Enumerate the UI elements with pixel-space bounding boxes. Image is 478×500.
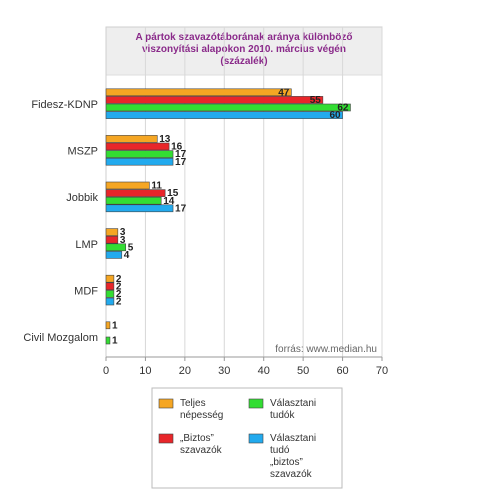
bar bbox=[105, 290, 115, 298]
chart-title-line: (százalék) bbox=[220, 56, 267, 67]
legend-label: tudó bbox=[270, 445, 290, 456]
x-tick-label: 20 bbox=[179, 365, 191, 377]
data-label: 2 bbox=[116, 274, 122, 285]
legend-label: „Biztos” bbox=[180, 433, 214, 444]
bar bbox=[105, 157, 174, 166]
category-label: MDF bbox=[74, 285, 98, 297]
bar bbox=[105, 96, 324, 104]
data-label: 55 bbox=[310, 95, 322, 106]
bar bbox=[105, 142, 170, 151]
data-label: 17 bbox=[175, 157, 187, 168]
bar bbox=[105, 181, 150, 190]
legend-label: Választani bbox=[270, 398, 316, 409]
legend-label: Választani bbox=[270, 433, 316, 444]
x-tick-label: 0 bbox=[103, 365, 109, 377]
category-label: MSZP bbox=[67, 146, 98, 158]
data-label: 17 bbox=[175, 149, 187, 160]
bar bbox=[105, 336, 111, 345]
data-label: 2 bbox=[116, 289, 122, 300]
bar bbox=[105, 235, 119, 244]
data-label: 13 bbox=[159, 134, 171, 145]
x-tick-label: 50 bbox=[297, 365, 309, 377]
data-label: 14 bbox=[163, 196, 175, 207]
x-tick-label: 60 bbox=[336, 365, 348, 377]
category-label: LMP bbox=[75, 239, 98, 251]
bar bbox=[105, 321, 111, 330]
x-tick-label: 10 bbox=[139, 365, 151, 377]
bar bbox=[105, 204, 174, 213]
data-label: 1 bbox=[112, 320, 118, 331]
bar bbox=[105, 274, 115, 283]
x-tick-label: 40 bbox=[258, 365, 270, 377]
legend-label: Teljes bbox=[180, 398, 206, 409]
data-label: 47 bbox=[278, 87, 290, 98]
x-tick-label: 70 bbox=[376, 365, 388, 377]
legend-swatch bbox=[158, 433, 174, 444]
legend-swatch bbox=[248, 398, 264, 409]
source-note: forrás: www.median.hu bbox=[275, 344, 377, 355]
bar bbox=[105, 135, 158, 143]
category-label: Fidesz-KDNP bbox=[31, 99, 98, 111]
legend-box bbox=[151, 387, 343, 489]
chart-title-line: A pártok szavazótáborának aránya különbö… bbox=[136, 32, 353, 43]
category-label: Civil Mozgalom bbox=[23, 332, 98, 344]
legend-label: szavazók bbox=[180, 445, 223, 456]
bar bbox=[105, 150, 174, 158]
data-label: 2 bbox=[116, 281, 122, 292]
legend-label: népesség bbox=[180, 410, 223, 421]
bar bbox=[105, 88, 292, 97]
bar bbox=[105, 282, 115, 291]
category-label: Jobbik bbox=[66, 192, 98, 204]
bar bbox=[105, 228, 119, 236]
data-label: 3 bbox=[120, 235, 126, 246]
legend-label: „biztos” bbox=[270, 457, 303, 468]
bar bbox=[105, 103, 351, 112]
bar bbox=[105, 297, 115, 306]
data-label: 62 bbox=[337, 103, 349, 114]
data-label: 11 bbox=[151, 181, 162, 192]
legend-swatch bbox=[248, 433, 264, 444]
x-tick-label: 30 bbox=[218, 365, 230, 377]
data-label: 5 bbox=[128, 242, 134, 253]
data-label: 1 bbox=[112, 336, 118, 347]
chart-title-line: viszonyítási alapokon 2010. március végé… bbox=[142, 44, 346, 55]
bar bbox=[105, 243, 127, 252]
legend-label: szavazók bbox=[270, 469, 313, 480]
legend-swatch bbox=[158, 398, 174, 409]
legend-label: tudók bbox=[270, 410, 295, 421]
bar bbox=[105, 251, 123, 259]
data-label: 2 bbox=[116, 297, 122, 308]
bar bbox=[105, 111, 343, 119]
data-label: 15 bbox=[167, 188, 179, 199]
data-label: 16 bbox=[171, 142, 183, 153]
bar bbox=[105, 196, 162, 205]
data-label: 4 bbox=[124, 250, 130, 261]
bar bbox=[105, 189, 166, 197]
title-box bbox=[105, 26, 383, 76]
data-label: 60 bbox=[329, 110, 341, 121]
data-label: 3 bbox=[120, 227, 126, 238]
data-label: 17 bbox=[175, 203, 187, 214]
